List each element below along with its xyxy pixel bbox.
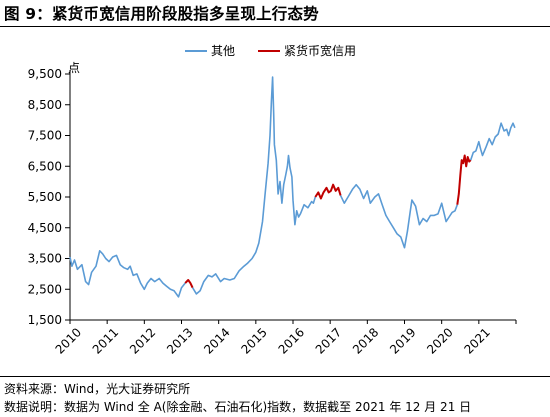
series-tight-monetary-loose-credit-line-3 [314,183,342,200]
y-axis: 1,500 2,500 3,500 4,500 5,500 6,500 7,500 8,500… [28,61,80,327]
figure-title: 图 9：紧货币宽信用阶段股指多呈现上行态势 [4,5,319,23]
y-tick-label: 7,500 [28,129,62,143]
x-tick-label: 2010 [53,325,84,356]
x-tick-label: 2020 [424,325,455,356]
series-tight-monetary-loose-credit-line-1 [184,279,194,289]
plot-area [69,76,516,298]
chart-legend: 其他 紧货币宽信用 [185,43,356,58]
series-other-line-0 [69,250,186,298]
x-tick-label: 2021 [461,325,492,356]
series-other-line-2 [191,76,317,295]
data-description-note: 数据说明：数据为 Wind 全 A(除金融、石油石化)指数，数据截至 2021 … [4,400,472,414]
legend-label: 其他 [211,44,235,58]
x-tick-label: 2014 [201,325,232,356]
x-tick-label: 2012 [127,325,158,356]
footer-divider [0,376,550,377]
y-tick-label: 2,500 [28,282,62,296]
series-other-line-4 [339,183,459,249]
x-tick-label: 2017 [313,325,344,356]
line-chart: 其他 紧货币宽信用 1,500 2,500 3,500 4,500 5,500 6,500 7… [28,43,517,357]
y-tick-label: 9,500 [28,67,62,81]
x-axis: 2010 2011 2012 2013 2014 2015 2016 2017 2018 2019… [53,319,517,357]
y-tick-label: 5,500 [28,190,62,204]
x-tick-label: 2015 [238,325,269,356]
y-tick-label: 4,500 [28,221,62,235]
y-axis-unit-label: 点 [68,61,80,75]
source-note: 资料来源：Wind，光大证券研究所 [4,382,191,396]
title-divider [0,26,550,27]
y-tick-label: 1,500 [28,313,62,327]
y-tick-label: 3,500 [28,252,62,266]
legend-label: 紧货币宽信用 [284,43,356,58]
series-tight-monetary-loose-credit-line-5 [456,154,472,205]
y-tick-label: 6,500 [28,159,62,173]
x-tick-label: 2011 [90,325,121,356]
x-tick-label: 2016 [276,325,307,356]
x-tick-label: 2019 [387,325,418,356]
x-tick-label: 2013 [164,325,195,356]
y-tick-label: 8,500 [28,98,62,112]
x-tick-label: 2018 [350,325,381,356]
series-other-line-6 [469,122,516,161]
